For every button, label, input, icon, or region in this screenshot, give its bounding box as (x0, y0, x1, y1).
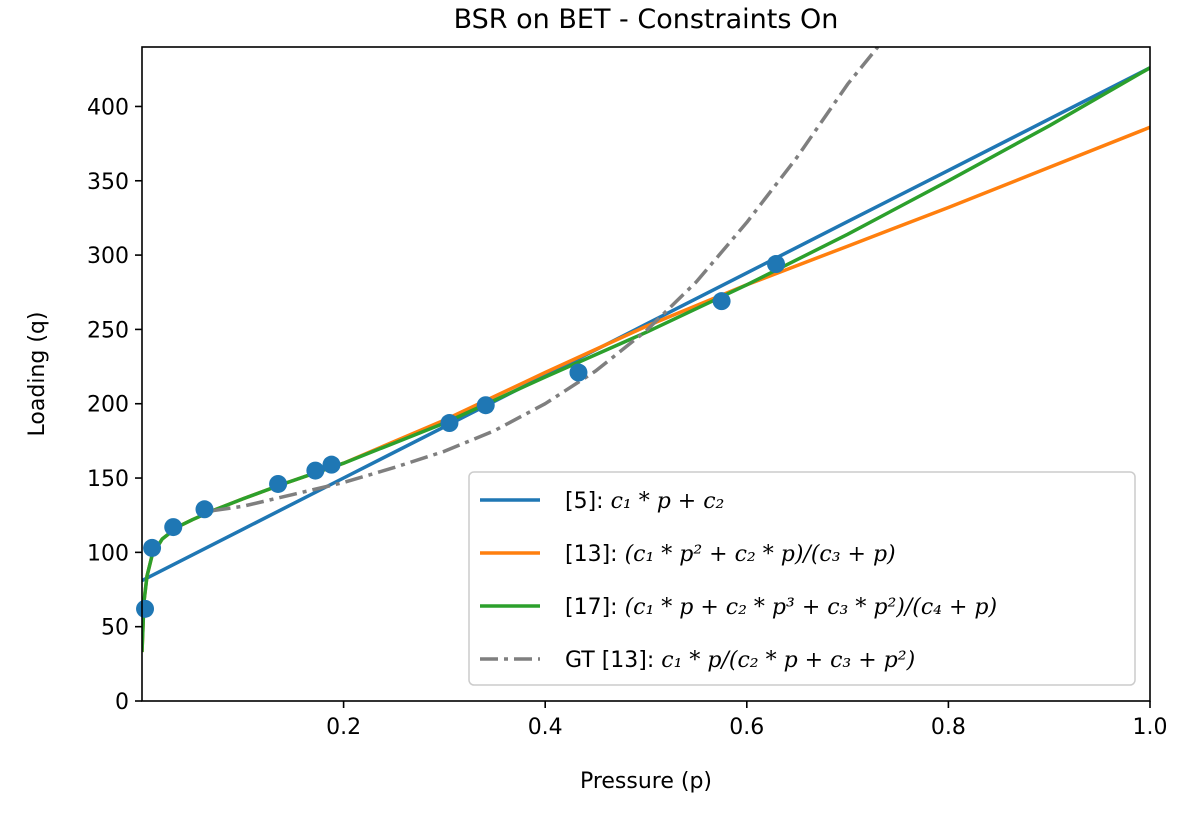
legend-formula: c₁ * p/(c₂ * p + c₃ + p²) (661, 648, 915, 673)
x-tick-label: 0.4 (528, 715, 563, 740)
x-tick-label: 1.0 (1133, 715, 1168, 740)
plot-frame (141, 46, 1151, 702)
legend-label-text: [5]: (565, 489, 611, 514)
legend-formula: (c₁ * p + c₂ * p³ + c₃ * p²)/(c₄ + p) (625, 595, 998, 620)
y-tick-label: 100 (87, 541, 129, 566)
legend-label: [13]: (c₁ * p² + c₂ * p)/(c₃ + p) (565, 542, 896, 567)
legend-label: GT [13]: c₁ * p/(c₂ * p + c₃ + p²) (565, 648, 915, 673)
data-point (767, 255, 786, 274)
legend-label: [5]: c₁ * p + c₂ (565, 489, 724, 514)
y-tick-label: 400 (87, 95, 129, 120)
y-tick-label: 50 (101, 616, 129, 641)
legend: [5]: c₁ * p + c₂ [13]: (c₁ * p² + c₂ * p)… (468, 471, 1136, 686)
y-tick-label: 200 (87, 393, 129, 418)
y-axis: 0 50 100 150 200 250 300 350 400 (87, 95, 142, 715)
y-tick-label: 150 (87, 467, 129, 492)
legend-box (468, 471, 1136, 686)
x-tick-label: 0.8 (931, 715, 966, 740)
y-tick-label: 300 (87, 244, 129, 269)
legend-formula: (c₁ * p² + c₂ * p)/(c₃ + p) (625, 542, 896, 567)
legend-label-text: GT [13]: (565, 648, 661, 673)
data-point (712, 292, 731, 311)
legend-label-text: [17]: (565, 595, 625, 620)
plot-area (136, 46, 1151, 702)
y-tick-label: 350 (87, 170, 129, 195)
legend-formula: c₁ * p + c₂ (611, 489, 725, 514)
x-axis: 0.2 0.4 0.6 0.8 1.0 (326, 701, 1168, 740)
chart-title: BSR on BET - Constraints On (454, 4, 839, 35)
series-line-1 (142, 66, 1150, 583)
legend-label-text: [13]: (565, 542, 625, 567)
x-tick-label: 0.6 (729, 715, 764, 740)
x-tick-label: 0.2 (326, 715, 361, 740)
data-point (269, 474, 288, 493)
data-point (195, 500, 214, 519)
data-point (143, 538, 162, 557)
data-point (136, 599, 155, 618)
data-point (569, 363, 588, 382)
data-point (306, 461, 325, 480)
x-axis-label: Pressure (p) (580, 769, 712, 794)
y-tick-label: 0 (115, 690, 129, 715)
data-point (476, 396, 495, 415)
y-axis-label: Loading (q) (25, 312, 50, 437)
series-line-4 (212, 47, 880, 513)
data-point (322, 455, 341, 474)
data-point (164, 518, 183, 537)
data-point (440, 414, 459, 433)
y-tick-label: 250 (87, 318, 129, 343)
legend-label: [17]: (c₁ * p + c₂ * p³ + c₃ * p²)/(c₄ +… (565, 595, 997, 620)
